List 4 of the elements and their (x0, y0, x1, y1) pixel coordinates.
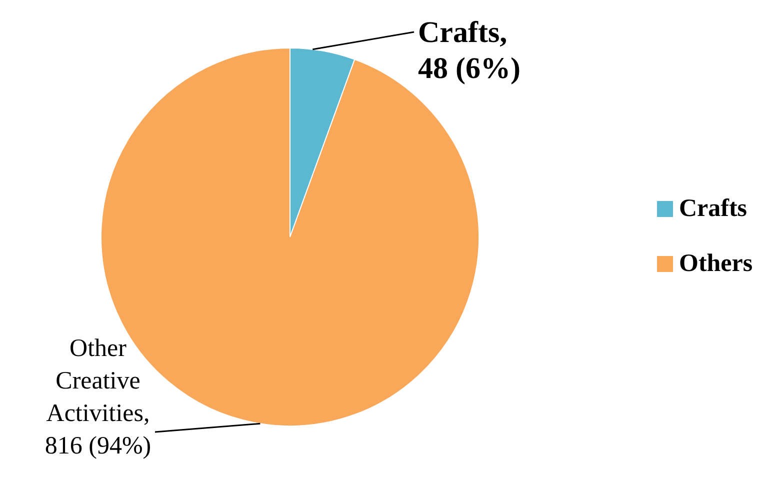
data-label: Crafts, 48 (6%) (418, 16, 520, 85)
legend-label: Crafts (679, 195, 748, 222)
legend-label: Others (679, 250, 753, 277)
data-label: Other Creative Activities, 816 (94%) (44, 335, 152, 460)
